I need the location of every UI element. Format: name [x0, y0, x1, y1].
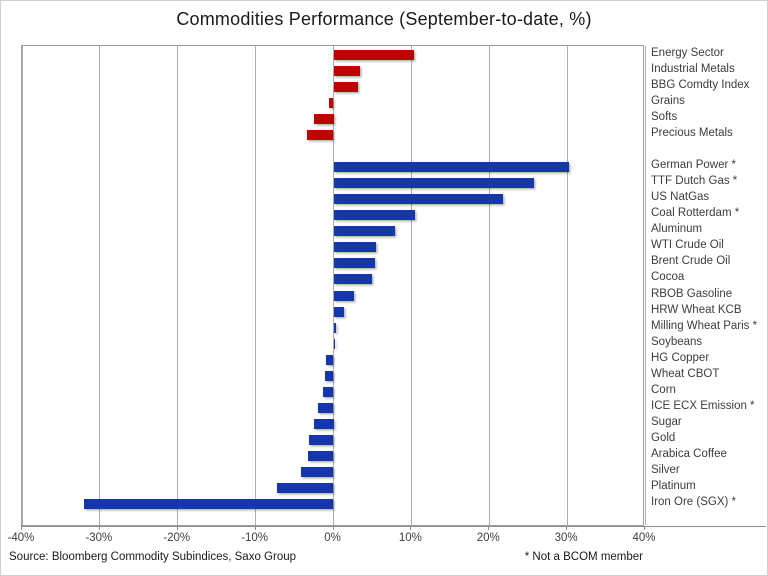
bar-softs	[314, 114, 334, 125]
source-note: Source: Bloomberg Commodity Subindices, …	[9, 551, 297, 563]
x-axis-line	[21, 526, 766, 527]
category-label-iron-ore-sgx: Iron Ore (SGX) *	[651, 495, 736, 508]
bcom-footnote: * Not a BCOM member	[524, 551, 643, 563]
bar-cocoa	[333, 274, 373, 285]
bar-coal-rotterdam	[333, 210, 416, 221]
bar-industrial-metals	[333, 66, 360, 77]
chart-title: Commodities Performance (September-to-da…	[176, 9, 592, 29]
bar-bbg-comdty-index	[333, 82, 358, 93]
axis-tick--40%	[21, 526, 22, 530]
category-label-arabica-coffee: Arabica Coffee	[651, 447, 727, 460]
axis-tick--20%	[176, 526, 178, 530]
category-label-sugar: Sugar	[651, 415, 682, 428]
category-label-coal-rotterdam: Coal Rotterdam *	[651, 207, 740, 220]
gridline--20%	[177, 46, 179, 525]
gridline-20%	[488, 46, 490, 525]
bar-gold	[309, 434, 334, 445]
bar-brent-crude-oil	[333, 258, 375, 269]
gridline-30%	[566, 46, 568, 525]
category-label-us-natgas: US NatGas	[651, 191, 710, 204]
category-label-rbob-gasoline: RBOB Gasoline	[651, 287, 733, 300]
gridline--30%	[99, 46, 101, 525]
axis-tick--10%	[254, 526, 256, 530]
axis-tick-40%	[644, 526, 645, 530]
x-axis-label--20%: -20%	[163, 532, 191, 544]
category-label-softs: Softs	[651, 111, 678, 124]
category-label-wti-crude-oil: WTI Crude Oil	[651, 239, 724, 252]
bar-rbob-gasoline	[333, 290, 354, 301]
bar-wheat-cbot	[324, 370, 334, 381]
category-label-hg-copper: HG Copper	[651, 351, 710, 364]
x-axis-label-20%: 20%	[476, 532, 500, 544]
axis-tick-20%	[488, 526, 490, 530]
category-label-platinum: Platinum	[651, 479, 696, 492]
category-label-bbg-comdty-index: BBG Comdty Index	[651, 79, 750, 92]
axis-tick-0%	[332, 526, 334, 530]
category-label-soybeans: Soybeans	[651, 335, 703, 348]
bar-hg-copper	[325, 354, 334, 365]
category-label-brent-crude-oil: Brent Crude Oil	[651, 255, 731, 268]
x-axis-label-30%: 30%	[554, 532, 578, 544]
bar-platinum	[276, 482, 334, 493]
x-axis-label-40%: 40%	[632, 532, 656, 544]
category-label-ice-ecx-emission: ICE ECX Emission *	[651, 399, 755, 412]
bar-german-power	[333, 162, 570, 173]
bar-soybeans	[333, 338, 336, 349]
bar-precious-metals	[307, 130, 334, 141]
x-axis-label-0%: 0%	[324, 532, 341, 544]
plot-area	[21, 45, 646, 526]
bar-ttf-dutch-gas	[333, 178, 535, 189]
category-label-silver: Silver	[651, 463, 680, 476]
bar-ice-ecx-emission	[317, 402, 334, 413]
category-label-grains: Grains	[651, 95, 685, 108]
bar-energy-sector	[333, 50, 414, 60]
category-label-wheat-cbot: Wheat CBOT	[651, 367, 720, 380]
bar-hrw-wheat-kcb	[333, 306, 344, 317]
axis-tick-30%	[566, 526, 568, 530]
bar-corn	[322, 386, 334, 397]
category-label-aluminum: Aluminum	[651, 223, 703, 236]
bar-sugar	[314, 418, 334, 429]
category-label-cocoa: Cocoa	[651, 271, 685, 284]
gridline-0%	[333, 46, 334, 525]
bar-milling-wheat-paris	[333, 322, 336, 333]
axis-tick--30%	[98, 526, 100, 530]
category-label-industrial-metals: Industrial Metals	[651, 63, 735, 76]
category-label-corn: Corn	[651, 383, 676, 396]
category-label-gold: Gold	[651, 431, 676, 444]
gridline--40%	[21, 46, 23, 525]
x-axis-label--40%: -40%	[7, 532, 35, 544]
bar-iron-ore-sgx	[84, 498, 334, 509]
x-axis-label--30%: -30%	[85, 532, 113, 544]
gridline-10%	[410, 46, 412, 525]
gridline--10%	[255, 46, 257, 525]
bar-aluminum	[333, 226, 396, 237]
bar-us-natgas	[333, 194, 504, 205]
bar-silver	[300, 466, 334, 477]
category-label-german-power: German Power *	[651, 159, 737, 172]
bar-wti-crude-oil	[333, 242, 376, 253]
bar-grains	[328, 98, 334, 109]
gridline-40%	[644, 46, 646, 525]
category-label-precious-metals: Precious Metals	[651, 127, 733, 140]
category-label-energy-sector: Energy Sector	[651, 47, 724, 59]
axis-tick-10%	[410, 526, 412, 530]
category-label-ttf-dutch-gas: TTF Dutch Gas *	[651, 175, 738, 188]
category-label-milling-wheat-paris: Milling Wheat Paris *	[651, 319, 758, 332]
bar-arabica-coffee	[307, 450, 334, 461]
x-axis-label-10%: 10%	[398, 532, 422, 544]
category-label-hrw-wheat-kcb: HRW Wheat KCB	[651, 303, 742, 316]
x-axis-label--10%: -10%	[241, 532, 269, 544]
